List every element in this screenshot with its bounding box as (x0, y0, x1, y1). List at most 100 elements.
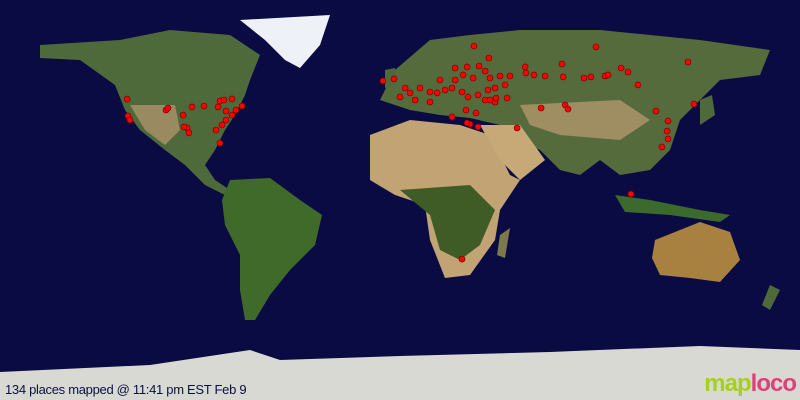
red-dot-marker (658, 143, 666, 151)
red-dot-marker (484, 86, 492, 94)
arabia (480, 125, 545, 180)
red-dot-marker (474, 91, 482, 99)
red-dot-marker (496, 72, 504, 80)
red-dot-marker (530, 71, 538, 79)
red-dot-marker (126, 116, 134, 124)
red-dot-marker (541, 72, 549, 80)
red-dot-marker (463, 119, 471, 127)
red-dot-marker (474, 123, 482, 131)
red-dot-marker (441, 86, 449, 94)
red-dot-marker (580, 74, 588, 82)
red-dot-marker (690, 100, 698, 108)
red-dot-marker (222, 116, 230, 124)
red-dot-marker (222, 107, 230, 115)
red-dot-marker (513, 124, 521, 132)
red-dot-marker (462, 106, 470, 114)
red-dot-marker (652, 107, 660, 115)
landmasses (0, 15, 800, 400)
red-dot-marker (228, 111, 236, 119)
red-dot-marker (558, 60, 566, 68)
visitor-markers (123, 42, 698, 263)
red-dot-marker (627, 190, 635, 198)
red-dot-marker (559, 73, 567, 81)
red-dot-marker (475, 62, 483, 70)
south-america (222, 178, 322, 320)
red-dot-marker (587, 73, 595, 81)
red-dot-marker (617, 64, 625, 72)
red-dot-marker (212, 126, 220, 134)
red-dot-marker (564, 105, 572, 113)
red-dot-marker (451, 76, 459, 84)
red-dot-marker (436, 76, 444, 84)
new-zealand (762, 285, 780, 310)
red-dot-marker (604, 71, 612, 79)
red-dot-marker (470, 42, 478, 50)
red-dot-marker (684, 58, 692, 66)
red-dot-marker (433, 89, 441, 97)
red-dot-marker (396, 93, 404, 101)
red-dot-marker (238, 102, 246, 110)
red-dot-marker (416, 84, 424, 92)
red-dot-marker (214, 103, 222, 111)
red-dot-marker (164, 104, 172, 112)
red-dot-marker (448, 113, 456, 121)
red-dot-marker (537, 104, 545, 112)
red-dot-marker (481, 67, 489, 75)
red-dot-marker (411, 96, 419, 104)
red-dot-marker (521, 63, 529, 71)
africa-green (400, 185, 495, 260)
red-dot-marker (472, 109, 480, 117)
red-dot-marker (379, 77, 387, 85)
red-dot-marker (426, 88, 434, 96)
red-dot-marker (220, 96, 228, 104)
red-dot-marker (634, 81, 642, 89)
red-dot-marker (501, 81, 509, 89)
madagascar (497, 228, 510, 258)
red-dot-marker (664, 135, 672, 143)
logo-map: map (704, 370, 751, 397)
red-dot-marker (390, 75, 398, 83)
red-dot-marker (228, 95, 236, 103)
red-dot-marker (485, 54, 493, 62)
red-dot-marker (218, 121, 226, 129)
red-dot-marker (464, 93, 472, 101)
red-dot-marker (401, 84, 409, 92)
red-dot-marker (458, 88, 466, 96)
red-dot-marker (406, 89, 414, 97)
red-dot-marker (200, 102, 208, 110)
red-dot-marker (486, 74, 494, 82)
maploco-logo[interactable]: maploco (704, 370, 797, 398)
greenland (240, 15, 330, 68)
red-dot-marker (458, 255, 466, 263)
red-dot-marker (180, 123, 188, 131)
red-dot-marker (522, 69, 530, 77)
red-dot-marker (448, 84, 456, 92)
indonesia (615, 195, 730, 222)
desert-west (130, 105, 180, 145)
red-dot-marker (486, 96, 494, 104)
red-dot-marker (463, 63, 471, 71)
red-dot-marker (469, 74, 477, 82)
red-dot-marker (592, 43, 600, 51)
red-dot-marker (459, 71, 467, 79)
red-dot-marker (232, 106, 240, 114)
australia (652, 222, 740, 282)
red-dot-marker (663, 127, 671, 135)
red-dot-marker (503, 94, 511, 102)
red-dot-marker (451, 64, 459, 72)
logo-loco: loco (750, 370, 797, 397)
antarctica (0, 346, 800, 400)
japan (700, 95, 715, 125)
red-dot-marker (506, 72, 514, 80)
red-dot-marker (179, 111, 187, 119)
red-dot-marker (491, 84, 499, 92)
red-dot-marker (426, 98, 434, 106)
red-dot-marker (624, 68, 632, 76)
red-dot-marker (216, 139, 224, 147)
places-mapped-caption: 134 places mapped @ 11:41 pm EST Feb 9 (5, 382, 247, 397)
red-dot-marker (664, 117, 672, 125)
red-dot-marker (188, 103, 196, 111)
asia-desert (520, 100, 650, 140)
